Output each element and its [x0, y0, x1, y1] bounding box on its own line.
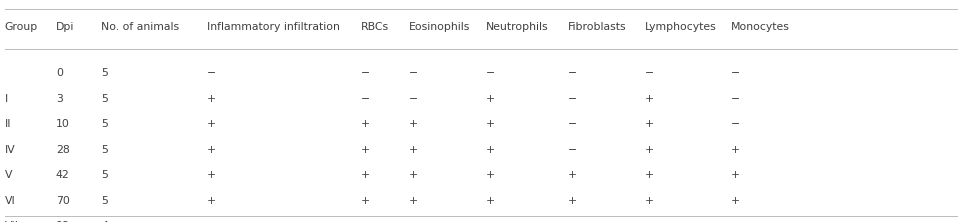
Text: −: −	[567, 68, 576, 78]
Text: +: +	[644, 145, 653, 155]
Text: +: +	[644, 119, 653, 129]
Text: V: V	[5, 170, 12, 180]
Text: +: +	[730, 221, 739, 222]
Text: 42: 42	[56, 170, 69, 180]
Text: +: +	[730, 170, 739, 180]
Text: 5: 5	[101, 170, 108, 180]
Text: +: +	[485, 170, 494, 180]
Text: +: +	[730, 145, 739, 155]
Text: +: +	[485, 145, 494, 155]
Text: II: II	[5, 119, 12, 129]
Text: 5: 5	[101, 196, 108, 206]
Text: +: +	[207, 196, 215, 206]
Text: Lymphocytes: Lymphocytes	[644, 22, 716, 32]
Text: +: +	[485, 94, 494, 104]
Text: IV: IV	[5, 145, 15, 155]
Text: +: +	[567, 221, 576, 222]
Text: −: −	[567, 119, 576, 129]
Text: +: +	[207, 94, 215, 104]
Text: +: +	[408, 170, 417, 180]
Text: +: +	[207, 119, 215, 129]
Text: +: +	[408, 221, 417, 222]
Text: 4: 4	[101, 221, 108, 222]
Text: Eosinophils: Eosinophils	[408, 22, 470, 32]
Text: Inflammatory infiltration: Inflammatory infiltration	[207, 22, 339, 32]
Text: +: +	[485, 221, 494, 222]
Text: +: +	[360, 196, 369, 206]
Text: I: I	[5, 94, 8, 104]
Text: 28: 28	[56, 145, 69, 155]
Text: +: +	[644, 196, 653, 206]
Text: +: +	[485, 119, 494, 129]
Text: 5: 5	[101, 119, 108, 129]
Text: +: +	[360, 221, 369, 222]
Text: RBCs: RBCs	[360, 22, 388, 32]
Text: 5: 5	[101, 94, 108, 104]
Text: +: +	[207, 145, 215, 155]
Text: −: −	[207, 68, 215, 78]
Text: +: +	[408, 196, 417, 206]
Text: VI: VI	[5, 196, 15, 206]
Text: +: +	[207, 170, 215, 180]
Text: +: +	[730, 196, 739, 206]
Text: +: +	[207, 221, 215, 222]
Text: 5: 5	[101, 68, 108, 78]
Text: 10: 10	[56, 119, 69, 129]
Text: VII: VII	[5, 221, 19, 222]
Text: −: −	[360, 68, 369, 78]
Text: −: −	[360, 94, 369, 104]
Text: +: +	[485, 196, 494, 206]
Text: +: +	[567, 170, 576, 180]
Text: −: −	[644, 68, 653, 78]
Text: +: +	[360, 170, 369, 180]
Text: 3: 3	[56, 94, 62, 104]
Text: Group: Group	[5, 22, 38, 32]
Text: +: +	[644, 94, 653, 104]
Text: −: −	[408, 94, 417, 104]
Text: +: +	[644, 221, 653, 222]
Text: +: +	[408, 145, 417, 155]
Text: 0: 0	[56, 68, 62, 78]
Text: Dpi: Dpi	[56, 22, 74, 32]
Text: −: −	[567, 94, 576, 104]
Text: +: +	[644, 170, 653, 180]
Text: −: −	[408, 68, 417, 78]
Text: 98: 98	[56, 221, 69, 222]
Text: Fibroblasts: Fibroblasts	[567, 22, 626, 32]
Text: 5: 5	[101, 145, 108, 155]
Text: +: +	[408, 119, 417, 129]
Text: Neutrophils: Neutrophils	[485, 22, 548, 32]
Text: No. of animals: No. of animals	[101, 22, 179, 32]
Text: +: +	[360, 119, 369, 129]
Text: −: −	[730, 94, 739, 104]
Text: 70: 70	[56, 196, 69, 206]
Text: +: +	[567, 196, 576, 206]
Text: −: −	[567, 145, 576, 155]
Text: Monocytes: Monocytes	[730, 22, 789, 32]
Text: −: −	[730, 119, 739, 129]
Text: +: +	[360, 145, 369, 155]
Text: −: −	[485, 68, 494, 78]
Text: −: −	[730, 68, 739, 78]
